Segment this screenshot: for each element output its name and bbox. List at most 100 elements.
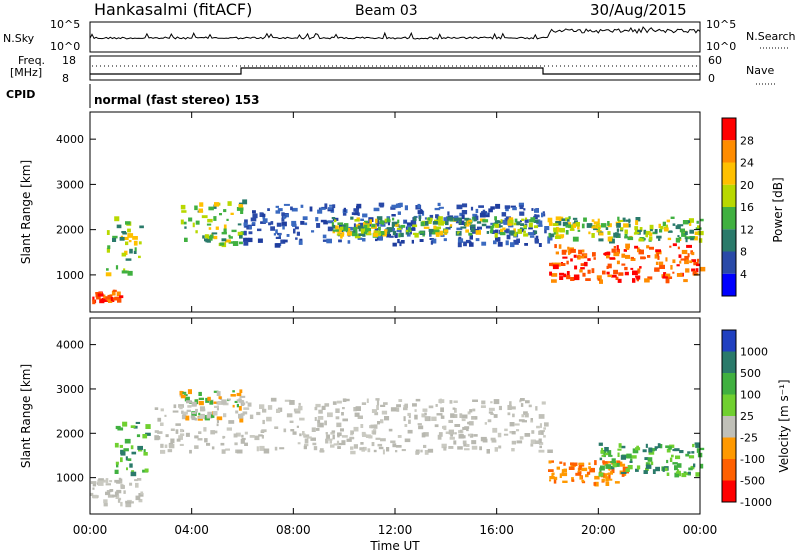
velocity-echo [471, 440, 477, 445]
power-echo [213, 204, 217, 209]
velocity-echo [274, 446, 278, 451]
power-echo [624, 229, 628, 234]
power-echo [206, 223, 212, 226]
velocity-echo [167, 449, 173, 453]
power-echo [598, 238, 604, 242]
power-echo [672, 223, 676, 226]
power-echo [658, 238, 661, 241]
power-echo [565, 224, 569, 228]
velocity-echo [448, 419, 453, 423]
power-echo [223, 228, 227, 234]
velocity-echo [341, 435, 348, 438]
power-echo [379, 204, 384, 208]
power-echo [670, 216, 675, 219]
power-echo [550, 233, 555, 238]
power-echo [281, 221, 287, 227]
velocity-echo [165, 434, 169, 438]
velocity-colorbar-label: Velocity [m s⁻¹] [777, 379, 791, 472]
power-echo [112, 299, 115, 302]
velocity-echo [234, 442, 238, 446]
power-echo [461, 214, 465, 220]
power-echo [400, 240, 405, 244]
power-echo [291, 220, 297, 226]
power-echo [588, 231, 591, 235]
power-echo [574, 265, 578, 270]
power-echo [485, 225, 492, 229]
velocity-echo [335, 408, 340, 413]
power-echo [632, 278, 636, 283]
velocity-echo [234, 400, 238, 403]
velocity-echo [216, 391, 221, 396]
power-echo [598, 227, 601, 233]
power-echo [655, 250, 662, 255]
velocity-echo [195, 408, 198, 413]
freq-tick-bottom: 8 [62, 72, 69, 85]
power-echo [514, 218, 518, 223]
freq-unit: [MHz] [10, 66, 42, 79]
velocity-echo [509, 431, 512, 434]
velocity-echo [486, 449, 490, 454]
power-echo [623, 249, 627, 252]
velocity-echo [464, 448, 470, 451]
velocity-echo [523, 411, 528, 415]
power-echo [478, 205, 484, 208]
power-echo [322, 234, 327, 239]
velocity-echo [297, 442, 301, 445]
velocity-echo [535, 440, 540, 444]
power-echo [520, 220, 522, 223]
velocity-echo [133, 425, 138, 429]
velocity-echo [194, 435, 199, 439]
power-echo [406, 222, 413, 227]
power-echo [457, 242, 462, 248]
power-echo [570, 258, 573, 262]
power-echo [228, 236, 233, 239]
velocity-echo [607, 450, 612, 455]
velocity-echo [490, 412, 494, 415]
velocity-echo [256, 446, 259, 452]
velocity-echo [207, 411, 214, 416]
power-echo [107, 245, 111, 250]
power-echo [617, 278, 622, 283]
velocity-echo [441, 443, 447, 449]
power-echo [114, 216, 120, 222]
velocity-echo [511, 440, 516, 445]
power-echo [563, 273, 567, 278]
power-echo [112, 235, 118, 239]
velocity-echo [679, 450, 684, 454]
velocity-echo [261, 429, 267, 433]
velocity-echo [206, 442, 211, 446]
velocity-echo [675, 455, 681, 460]
velocity-echo [414, 409, 417, 412]
power-echo [384, 218, 387, 223]
colorbar-swatch [722, 140, 736, 163]
velocity-echo [109, 480, 113, 483]
velocity-echo [602, 461, 608, 465]
velocity-echo [123, 448, 129, 452]
velocity-echo [361, 402, 367, 405]
velocity-echo [480, 436, 487, 442]
velocity-echo [337, 432, 340, 438]
power-echo [399, 241, 402, 247]
velocity-echo [494, 447, 498, 452]
velocity-echo [306, 436, 312, 439]
velocity-echo [235, 410, 239, 414]
velocity-echo [346, 438, 352, 442]
velocity-echo [594, 475, 600, 480]
power-echo [613, 246, 616, 249]
power-echo [697, 225, 701, 229]
power-echo [364, 224, 368, 230]
power-echo [562, 221, 568, 227]
velocity-echo [493, 399, 500, 405]
power-echo [107, 294, 113, 300]
velocity-echo [388, 428, 393, 432]
velocity-echo [330, 444, 335, 448]
velocity-echo [327, 438, 333, 441]
power-echo [199, 202, 204, 207]
x-tick-label: 08:00 [276, 523, 311, 537]
power-echo [572, 236, 579, 242]
velocity-echo [635, 447, 641, 451]
power-echo [489, 230, 493, 234]
power-echo [387, 227, 393, 233]
velocity-echo [236, 399, 242, 402]
velocity-echo [617, 448, 622, 451]
